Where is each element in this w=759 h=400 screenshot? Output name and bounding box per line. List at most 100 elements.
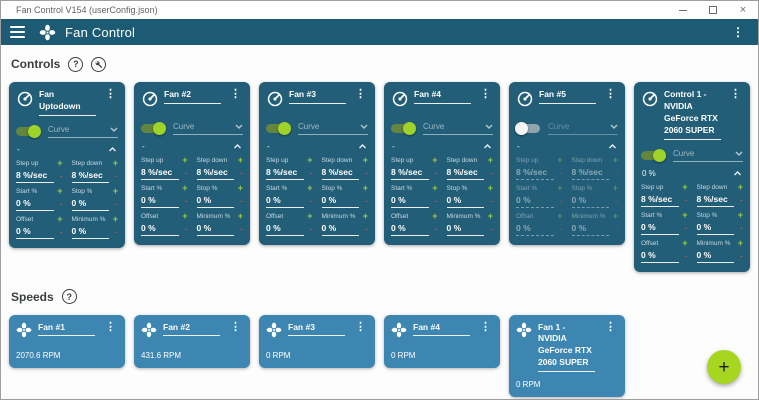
decrement-button[interactable]: -: [490, 168, 493, 178]
field-value[interactable]: 8 %/sec: [196, 166, 234, 180]
field-value[interactable]: 0 %: [16, 197, 54, 211]
field-value[interactable]: 8 %/sec: [391, 166, 429, 180]
speed-name[interactable]: Fan #2: [163, 322, 220, 337]
decrement-button[interactable]: -: [615, 196, 618, 206]
minimize-button[interactable]: [668, 1, 698, 19]
card-menu-kebab-icon[interactable]: ⋮: [230, 88, 241, 100]
card-menu-kebab-icon[interactable]: ⋮: [480, 320, 491, 333]
control-name[interactable]: Fan #3: [289, 89, 346, 104]
card-menu-kebab-icon[interactable]: ⋮: [480, 88, 491, 100]
field-value[interactable]: 8 %/sec: [696, 193, 734, 207]
increment-button[interactable]: +: [737, 209, 743, 220]
decrement-button[interactable]: -: [240, 224, 243, 234]
decrement-button[interactable]: -: [309, 224, 313, 234]
field-value[interactable]: 8 %/sec: [641, 193, 679, 207]
decrement-button[interactable]: -: [365, 168, 368, 178]
field-value[interactable]: 8 %/sec: [16, 169, 54, 183]
decrement-button[interactable]: -: [59, 226, 63, 237]
card-menu-kebab-icon[interactable]: ⋮: [355, 88, 366, 100]
collapse-chevron-up-icon[interactable]: [108, 145, 117, 154]
field-value[interactable]: 0 %: [321, 222, 359, 236]
increment-button[interactable]: +: [432, 183, 438, 193]
increment-button[interactable]: +: [557, 211, 563, 221]
speed-name[interactable]: Fan 1 - NVIDIA GeForce RTX 2060 SUPER: [538, 322, 595, 373]
decrement-button[interactable]: -: [490, 224, 493, 234]
field-value[interactable]: 0 %: [696, 221, 734, 235]
field-value[interactable]: 0 %: [391, 222, 429, 236]
decrement-button[interactable]: -: [365, 196, 368, 206]
field-value[interactable]: 0 %: [696, 249, 734, 263]
decrement-button[interactable]: -: [365, 224, 368, 234]
collapse-chevron-up-icon[interactable]: [733, 169, 742, 178]
speeds-help-icon[interactable]: ?: [61, 289, 77, 305]
decrement-button[interactable]: -: [434, 224, 438, 234]
curve-select[interactable]: Curve: [423, 122, 493, 135]
curve-select[interactable]: Curve: [48, 125, 118, 138]
decrement-button[interactable]: -: [240, 196, 243, 206]
curve-select[interactable]: Curve: [298, 122, 368, 135]
control-enable-toggle[interactable]: [141, 122, 166, 135]
decrement-button[interactable]: -: [115, 170, 118, 181]
controls-help-icon[interactable]: ?: [68, 56, 84, 72]
field-value[interactable]: 0 %: [641, 249, 679, 263]
field-value[interactable]: 8 %/sec: [71, 169, 109, 183]
card-menu-kebab-icon[interactable]: ⋮: [105, 320, 116, 333]
collapse-chevron-up-icon[interactable]: [483, 142, 492, 151]
field-value[interactable]: 0 %: [266, 194, 304, 208]
increment-button[interactable]: +: [487, 155, 493, 165]
field-value[interactable]: 8 %/sec: [516, 166, 554, 180]
control-enable-toggle[interactable]: [391, 122, 416, 135]
increment-button[interactable]: +: [307, 155, 313, 165]
increment-button[interactable]: +: [57, 157, 63, 168]
collapse-chevron-up-icon[interactable]: [608, 142, 617, 151]
decrement-button[interactable]: -: [115, 226, 118, 237]
control-enable-toggle[interactable]: [515, 122, 540, 135]
field-value[interactable]: 0 %: [16, 225, 54, 239]
decrement-button[interactable]: -: [559, 224, 563, 234]
control-enable-toggle[interactable]: [266, 122, 291, 135]
increment-button[interactable]: +: [182, 211, 188, 221]
card-menu-kebab-icon[interactable]: ⋮: [355, 320, 366, 333]
decrement-button[interactable]: -: [184, 168, 188, 178]
decrement-button[interactable]: -: [559, 196, 563, 206]
increment-button[interactable]: +: [432, 155, 438, 165]
increment-button[interactable]: +: [362, 183, 368, 193]
field-value[interactable]: 0 %: [196, 194, 234, 208]
speed-name[interactable]: Fan #3: [288, 322, 345, 337]
field-value[interactable]: 0 %: [516, 222, 554, 236]
increment-button[interactable]: +: [557, 183, 563, 193]
decrement-button[interactable]: -: [240, 168, 243, 178]
increment-button[interactable]: +: [112, 185, 118, 196]
decrement-button[interactable]: -: [59, 170, 63, 181]
control-name[interactable]: Fan #2: [164, 89, 221, 104]
field-value[interactable]: 8 %/sec: [446, 166, 484, 180]
field-value[interactable]: 0 %: [196, 222, 234, 236]
decrement-button[interactable]: -: [434, 196, 438, 206]
increment-button[interactable]: +: [682, 209, 688, 220]
decrement-button[interactable]: -: [615, 168, 618, 178]
increment-button[interactable]: +: [362, 155, 368, 165]
field-value[interactable]: 0 %: [571, 222, 609, 236]
increment-button[interactable]: +: [557, 155, 563, 165]
field-value[interactable]: 0 %: [516, 194, 554, 208]
decrement-button[interactable]: -: [490, 196, 493, 206]
controls-wrench-icon[interactable]: [91, 56, 107, 72]
increment-button[interactable]: +: [112, 213, 118, 224]
curve-select[interactable]: Curve: [173, 122, 243, 135]
field-value[interactable]: 0 %: [266, 222, 304, 236]
increment-button[interactable]: +: [682, 237, 688, 248]
decrement-button[interactable]: -: [740, 222, 743, 233]
field-value[interactable]: 0 %: [571, 194, 609, 208]
maximize-button[interactable]: [698, 1, 728, 19]
field-value[interactable]: 0 %: [446, 222, 484, 236]
field-value[interactable]: 0 %: [391, 194, 429, 208]
field-value[interactable]: 8 %/sec: [266, 166, 304, 180]
increment-button[interactable]: +: [57, 213, 63, 224]
card-menu-kebab-icon[interactable]: ⋮: [730, 88, 741, 100]
increment-button[interactable]: +: [432, 211, 438, 221]
increment-button[interactable]: +: [737, 181, 743, 192]
control-enable-toggle[interactable]: [16, 124, 41, 138]
increment-button[interactable]: +: [237, 183, 243, 193]
field-value[interactable]: 8 %/sec: [141, 166, 179, 180]
card-menu-kebab-icon[interactable]: ⋮: [230, 320, 241, 333]
